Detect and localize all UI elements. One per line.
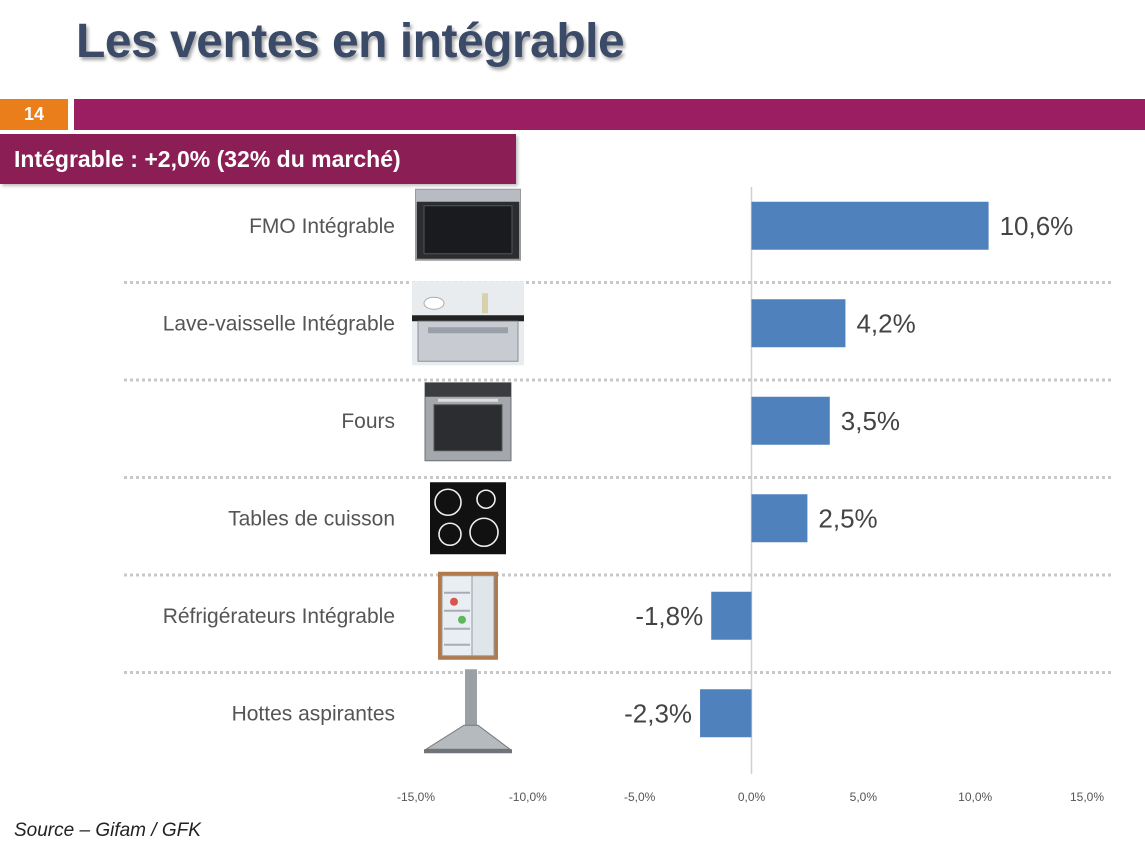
bar [700, 689, 752, 738]
subtitle-box: Intégrable : +2,0% (32% du marché) [0, 134, 516, 184]
subtitle-text: Intégrable : +2,0% (32% du marché) [14, 145, 401, 172]
x-tick-label: -5,0% [624, 790, 656, 804]
page-number-badge: 14 [0, 99, 68, 130]
category-label: Fours [341, 410, 395, 433]
page-title: Les ventes en intégrable [76, 15, 625, 68]
category-label: Réfrigérateurs Intégrable [163, 605, 395, 628]
category-label: Hottes aspirantes [232, 702, 395, 725]
oven-icon [424, 382, 512, 462]
x-tick-label: -15,0% [397, 790, 435, 804]
value-label: 10,6% [1000, 211, 1074, 241]
fridge-icon [438, 571, 498, 660]
bar [751, 396, 830, 445]
dishwasher-icon [412, 281, 524, 366]
bar [751, 201, 989, 250]
value-label: 2,5% [818, 503, 877, 533]
x-tick-label: 10,0% [958, 790, 992, 804]
title-bar [74, 99, 1145, 130]
microwave-icon [415, 188, 521, 261]
x-tick-label: -10,0% [509, 790, 547, 804]
category-label: FMO Intégrable [249, 215, 395, 238]
x-tick-label: 5,0% [850, 790, 878, 804]
value-label: 4,2% [856, 308, 915, 338]
bar-chart: -15,0% -10,0% -5,0% 0,0% 5,0% 10,0% 15,0% FMO I… [124, 187, 1112, 804]
bar [751, 299, 846, 348]
x-tick-label: 15,0% [1070, 790, 1104, 804]
x-tick-label: 0,0% [738, 790, 766, 804]
range-hood-icon [424, 669, 512, 754]
value-label: 3,5% [841, 406, 900, 436]
source-note: Source – Gifam / GFK [14, 820, 201, 841]
bar [711, 591, 752, 640]
cooktop-icon [430, 482, 506, 555]
category-label: Tables de cuisson [228, 507, 395, 530]
category-label: Lave-vaisselle Intégrable [163, 312, 395, 335]
bar [751, 494, 808, 543]
value-label: -1,8% [635, 601, 703, 631]
value-label: -2,3% [624, 698, 692, 728]
